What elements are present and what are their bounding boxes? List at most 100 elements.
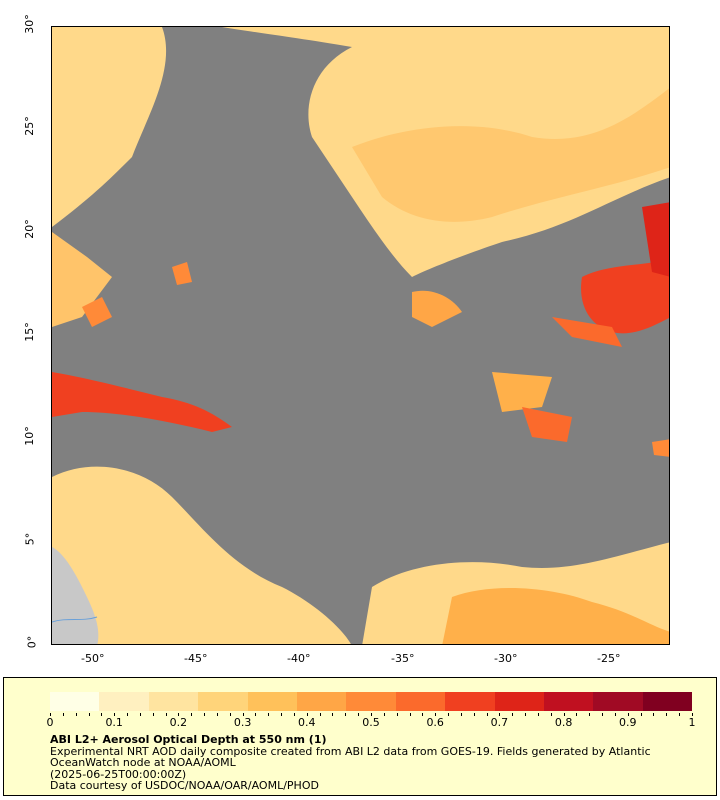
colorbar-minor-tick — [512, 713, 514, 716]
colorbar-tick-label: 0.9 — [619, 716, 637, 729]
colorbar-swatch — [445, 692, 495, 711]
colorbar-minor-tick — [178, 713, 180, 716]
colorbar-swatch — [296, 692, 347, 711]
colorbar-minor-tick — [242, 713, 244, 716]
colorbar-minor-tick — [563, 713, 565, 716]
colorbar-minor-tick — [614, 713, 616, 716]
colorbar-minor-tick — [435, 713, 437, 716]
colorbar-minor-tick — [473, 713, 475, 716]
colorbar-minor-tick — [345, 713, 347, 716]
colorbar-minor-tick — [371, 713, 372, 716]
colorbar-minor-tick — [666, 713, 668, 716]
aod-map[interactable] — [52, 27, 670, 645]
colorbar-minor-tick — [165, 713, 167, 716]
colorbar-minor-tick — [50, 713, 51, 716]
colorbar-minor-tick — [692, 713, 693, 716]
colorbar-tick-label: 0.8 — [554, 716, 573, 729]
lat-tick-label: 15° — [22, 322, 36, 342]
colorbar-minor-tick — [75, 713, 77, 716]
lat-tick-label: 5° — [23, 532, 37, 546]
colorbar-minor-tick — [293, 713, 295, 716]
lon-tick-label: -45° — [184, 652, 208, 665]
colorbar-tick-label: 0.1 — [105, 716, 123, 729]
lat-tick-label: 10° — [22, 426, 36, 446]
colorbar-minor-tick — [281, 713, 283, 716]
colorbar-minor-tick — [396, 713, 398, 716]
colorbar-swatch — [494, 692, 544, 711]
colorbar-tick-label: 0.5 — [362, 716, 380, 729]
colorbar-minor-tick — [62, 713, 64, 716]
caption-line: (2025-06-25T00:00:00Z) — [50, 767, 187, 781]
colorbar-tick-label: 0.7 — [490, 716, 509, 729]
colorbar-minor-tick — [383, 713, 385, 716]
colorbar-tick-label: 0.3 — [233, 716, 252, 729]
colorbar-minor-tick — [486, 713, 488, 716]
colorbar-minor-tick — [653, 713, 655, 716]
lon-tick-label: -40° — [287, 652, 311, 665]
colorbar-minor-tick — [229, 713, 231, 716]
colorbar-minor-tick — [216, 713, 218, 716]
colorbar-minor-tick — [152, 713, 154, 716]
colorbar-minor-tick — [306, 713, 308, 716]
colorbar-minor-tick — [191, 713, 193, 716]
colorbar-tick-label: 0.4 — [298, 716, 316, 729]
land-south-america — [52, 547, 99, 644]
colorbar-minor-tick — [88, 713, 90, 716]
colorbar-minor-tick — [114, 713, 116, 716]
colorbar-swatch — [642, 692, 693, 711]
colorbar-swatch — [543, 692, 594, 711]
colorbar-minor-tick — [679, 713, 681, 716]
colorbar-tick-label: 0.2 — [169, 716, 188, 729]
lat-tick-label: 0° — [25, 635, 39, 649]
colorbar-minor-tick — [627, 713, 629, 716]
colorbar-minor-tick — [550, 713, 552, 716]
lat-tick-label: 20° — [22, 219, 36, 239]
colorbar-minor-tick — [589, 713, 591, 716]
colorbar-minor-tick — [358, 713, 360, 716]
low-aod-regions — [52, 27, 669, 644]
colorbar-swatch — [247, 692, 297, 711]
colorbar-minor-tick — [602, 713, 604, 716]
colorbar-swatch — [50, 692, 100, 711]
colorbar-swatch — [198, 692, 248, 711]
caption-line: Experimental NRT AOD daily composite cre… — [50, 744, 651, 758]
colorbar-minor-tick — [332, 713, 334, 716]
lat-tick-label: 25° — [22, 116, 36, 136]
colorbar-swatch — [99, 692, 149, 711]
colorbar-minor-tick — [525, 713, 527, 716]
lat-tick-label: 30° — [22, 14, 36, 34]
legend-panel: 0 0.1 0.2 0.3 0.4 0.5 0.6 0.7 0.8 0.9 1 ABI L2+ Ae… — [3, 677, 717, 796]
colorbar-minor-tick — [499, 713, 501, 716]
colorbar-minor-tick — [448, 713, 450, 716]
colorbar-minor-tick — [255, 713, 257, 716]
colorbar-swatch — [395, 692, 446, 711]
colorbar-minor-tick — [576, 713, 578, 716]
colorbar-minor-tick — [409, 713, 411, 716]
colorbar-minor-tick — [640, 713, 642, 716]
map-panel[interactable] — [51, 26, 670, 645]
colorbar-minor-tick — [268, 713, 270, 716]
colorbar — [50, 692, 693, 711]
lon-tick-label: -25° — [597, 652, 621, 665]
colorbar-minor-tick — [101, 713, 103, 716]
colorbar-tick-label: 0 — [46, 716, 54, 729]
colorbar-minor-tick — [139, 713, 141, 716]
colorbar-tick-label: 0.6 — [426, 716, 444, 729]
colorbar-swatch — [148, 692, 199, 711]
caption-line: OceanWatch node at NOAA/AOML — [50, 756, 236, 769]
lon-tick-label: -30° — [494, 652, 518, 665]
caption: ABI L2+ Aerosol Optical Depth at 550 nm … — [50, 734, 690, 792]
colorbar-swatch — [346, 692, 396, 711]
lon-tick-label: -35° — [391, 652, 415, 665]
colorbar-minor-tick — [460, 713, 462, 716]
colorbar-minor-tick — [319, 713, 321, 716]
colorbar-tick-label: 1 — [688, 716, 696, 729]
high-aod-regions — [52, 202, 669, 457]
colorbar-swatch — [593, 692, 643, 711]
colorbar-minor-tick — [537, 713, 539, 716]
colorbar-minor-tick — [127, 713, 129, 716]
colorbar-minor-tick — [422, 713, 424, 716]
caption-line: Data courtesy of USDOC/NOAA/OAR/AOML/PHO… — [50, 779, 319, 792]
colorbar-minor-tick — [204, 713, 206, 716]
caption-title: ABI L2+ Aerosol Optical Depth at 550 nm … — [50, 733, 327, 746]
